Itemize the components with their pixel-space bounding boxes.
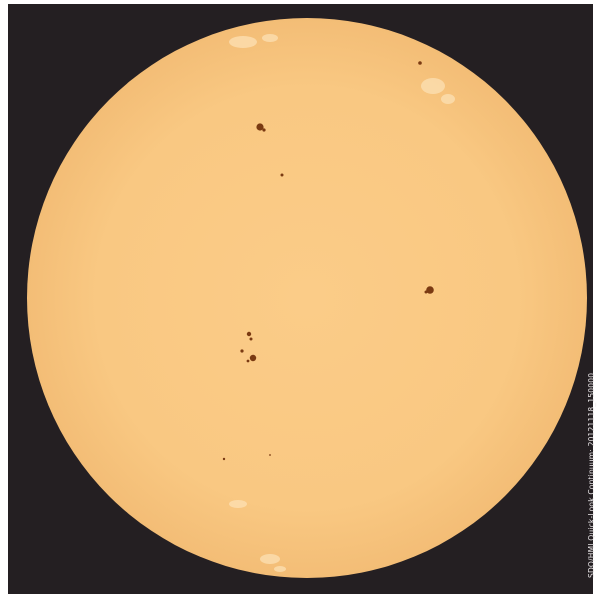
sunspot bbox=[256, 123, 264, 131]
faculae bbox=[229, 34, 455, 572]
sunspot bbox=[246, 359, 250, 363]
sunspot bbox=[246, 331, 252, 337]
sunspots bbox=[222, 61, 434, 461]
image-frame bbox=[8, 4, 593, 594]
sunspot bbox=[249, 354, 257, 362]
sun-disk-image bbox=[27, 18, 587, 578]
image-caption: SDO/HMI Quick-Look Continuum: 20121118_1… bbox=[587, 372, 596, 578]
sunspot bbox=[222, 457, 226, 461]
sunspot bbox=[426, 286, 434, 294]
sunspot bbox=[262, 128, 266, 132]
sunspot bbox=[269, 454, 271, 456]
sunspot bbox=[280, 173, 284, 177]
solar-disk bbox=[27, 18, 587, 578]
sunspot bbox=[424, 290, 428, 294]
sunspot bbox=[249, 337, 253, 341]
sunspot bbox=[240, 349, 244, 353]
sunspot bbox=[418, 61, 422, 65]
